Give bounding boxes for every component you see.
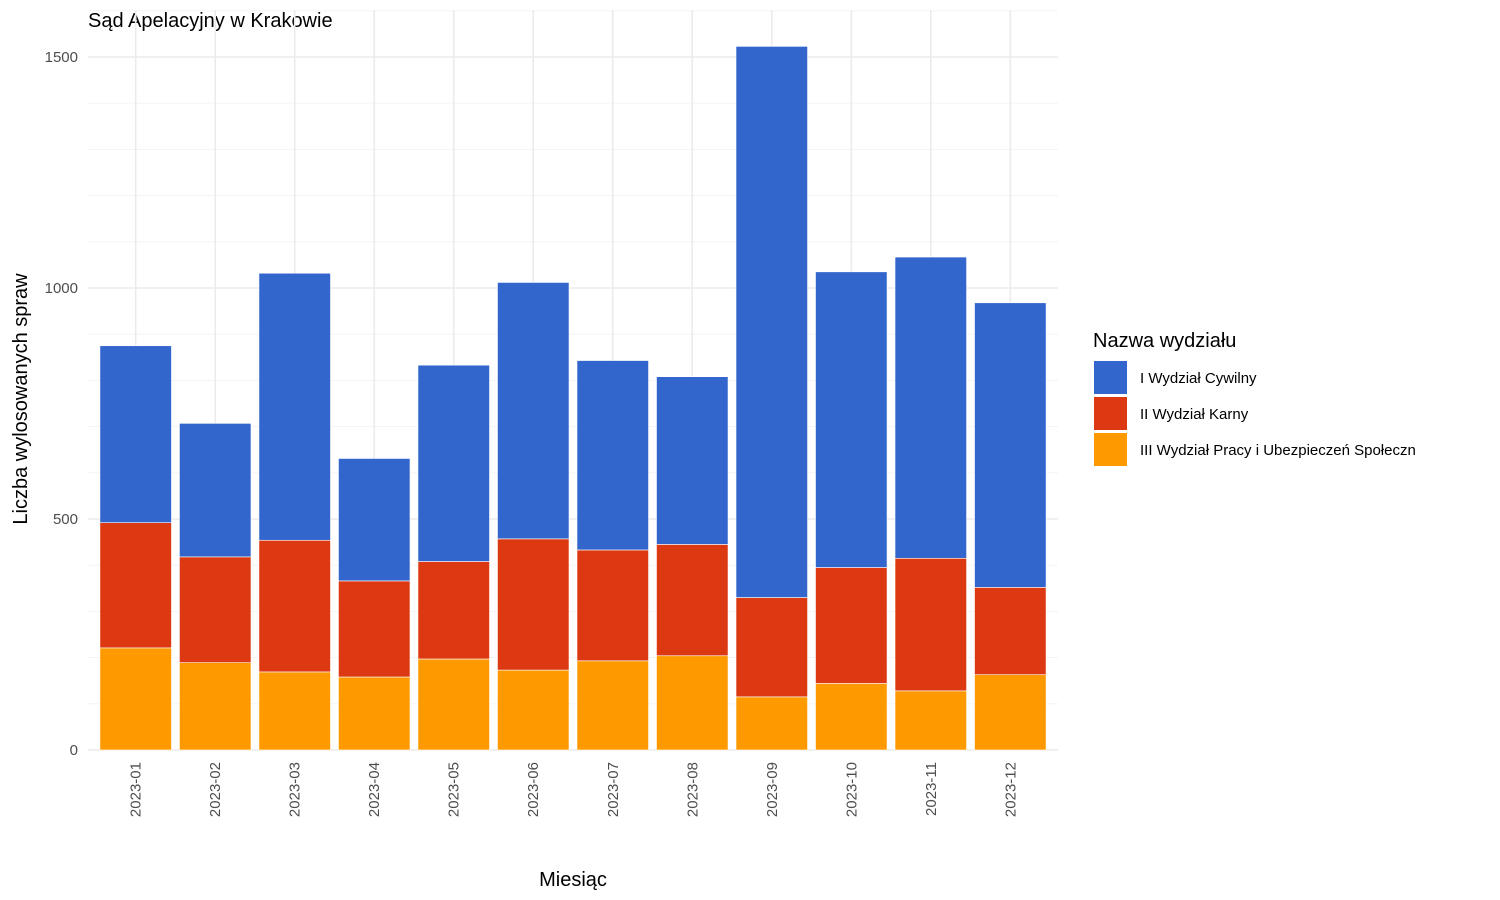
bar-segment — [258, 272, 331, 541]
y-axis-title: Liczba wylosowanych spraw — [10, 273, 32, 525]
bar-segment — [179, 423, 252, 558]
bar-segment — [656, 655, 729, 751]
legend-label: I Wydział Cywilny — [1140, 370, 1257, 387]
bar-segment — [179, 556, 252, 663]
x-tick-label: 2023-01 — [128, 762, 145, 817]
bar-segment — [576, 549, 649, 662]
bar-segment — [974, 674, 1047, 751]
bar-segment — [815, 567, 888, 684]
x-axis-ticks: 2023-01 2023-02 2023-03 2023-04 2023-05 2023-… — [128, 762, 1020, 817]
bar-segment — [338, 580, 411, 678]
bar-segment — [179, 662, 252, 751]
bar-segment — [497, 669, 570, 751]
y-axis-ticks: 0 500 1000 1500 — [45, 49, 78, 759]
legend-label: III Wydział Pracy i Ubezpieczeń Społeczn — [1140, 442, 1416, 459]
x-tick-label: 2023-02 — [207, 762, 224, 817]
legend-swatch — [1094, 433, 1127, 466]
x-tick-label: 2023-09 — [764, 762, 781, 817]
bar-segment — [974, 587, 1047, 675]
bar-segment — [497, 538, 570, 671]
bar-segment — [338, 676, 411, 751]
bars — [99, 46, 1047, 751]
legend-items: I Wydział Cywilny II Wydział Karny III Wyd… — [1094, 361, 1416, 466]
bar-segment — [99, 345, 172, 523]
legend-label: II Wydział Karny — [1140, 406, 1249, 423]
bar-segment — [417, 364, 490, 562]
y-tick-label: 1000 — [45, 280, 78, 297]
bar-segment — [894, 690, 967, 751]
x-tick-label: 2023-08 — [684, 762, 701, 817]
legend-swatch — [1094, 361, 1127, 394]
x-tick-label: 2023-06 — [525, 762, 542, 817]
bar-segment — [656, 376, 729, 545]
bar-segment — [894, 256, 967, 559]
x-tick-label: 2023-07 — [605, 762, 622, 817]
x-tick-label: 2023-05 — [446, 762, 463, 817]
y-tick-label: 0 — [70, 742, 78, 759]
bar-segment — [576, 660, 649, 751]
bar-segment — [894, 557, 967, 692]
bar-segment — [258, 671, 331, 751]
bar-segment — [576, 360, 649, 551]
bar-segment — [974, 302, 1047, 588]
bar-segment — [815, 683, 888, 751]
x-tick-label: 2023-11 — [923, 762, 940, 816]
x-tick-label: 2023-03 — [287, 762, 304, 817]
bar-segment — [497, 282, 570, 540]
x-tick-label: 2023-04 — [366, 762, 383, 817]
bar-segment — [815, 271, 888, 568]
chart-title: Sąd Apelacyjny w Krakowie — [88, 10, 333, 32]
legend-swatch — [1094, 397, 1127, 430]
x-axis-title: Miesiąc — [539, 869, 607, 891]
y-tick-label: 1500 — [45, 49, 78, 66]
x-tick-label: 2023-12 — [1002, 762, 1019, 817]
bar-segment — [656, 544, 729, 657]
bar-segment — [735, 597, 808, 698]
bar-segment — [735, 46, 808, 598]
legend: Nazwa wydziału I Wydział Cywilny II Wydzi… — [1093, 330, 1416, 466]
bar-segment — [417, 561, 490, 660]
bar-segment — [99, 647, 172, 751]
bar-segment — [258, 539, 331, 673]
bar-segment — [417, 658, 490, 751]
legend-title: Nazwa wydziału — [1093, 330, 1236, 352]
bar-segment — [99, 522, 172, 649]
bar-segment — [735, 696, 808, 751]
bar-segment — [338, 458, 411, 582]
x-tick-label: 2023-10 — [843, 762, 860, 817]
y-tick-label: 500 — [53, 511, 78, 528]
